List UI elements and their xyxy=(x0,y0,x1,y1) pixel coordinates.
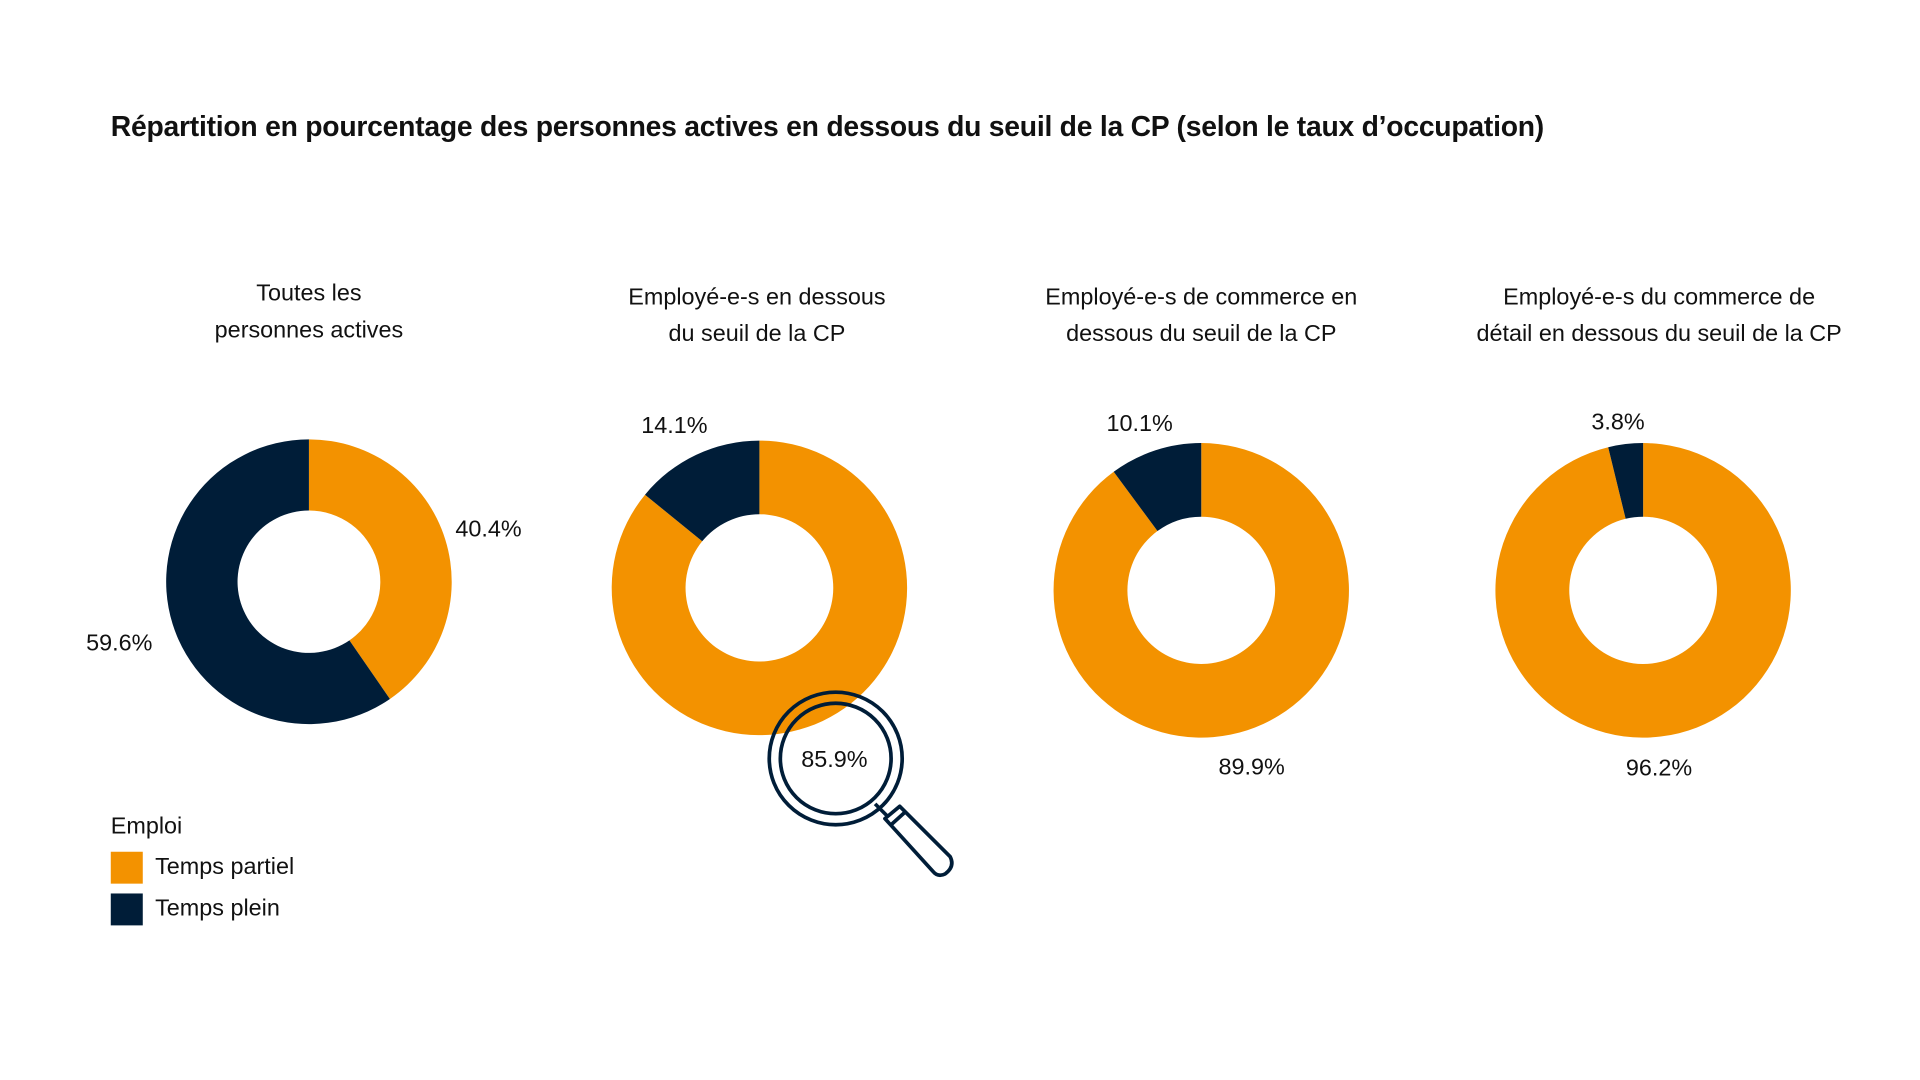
chart-1-slice-temps-plein xyxy=(166,439,390,725)
chart-2-slice-temps-partiel xyxy=(611,440,908,736)
chart-3-title-line: dessous du seuil de la CP xyxy=(1066,321,1337,348)
legend-label: Temps plein xyxy=(155,895,280,922)
chart-3-label-partiel: 89.9% xyxy=(1218,754,1285,781)
chart-4-slice-temps-partiel xyxy=(1495,443,1791,738)
chart-2-title-line: du seuil de la CP xyxy=(668,321,846,348)
legend-swatch xyxy=(110,851,143,884)
chart-2-title-line: Employé-e-s en dessous xyxy=(628,284,886,311)
legend-item-temps-plein: Temps plein xyxy=(110,893,280,926)
chart-4-title-line: Employé-e-s du commerce de xyxy=(1503,284,1816,311)
chart-1-title: Toutes les personnes actives xyxy=(87,276,530,350)
chart-1-slice-temps-partiel xyxy=(308,439,452,699)
magnifier-icon xyxy=(767,690,954,878)
chart-3-title-line: Employé-e-s de commerce en xyxy=(1045,284,1358,311)
chart-2-label-partiel: 85.9% xyxy=(801,747,868,774)
chart-2-slice-temps-plein xyxy=(645,440,760,542)
chart-4-label-partiel: 96.2% xyxy=(1625,756,1693,782)
chart-2-label-plein: 14.1% xyxy=(641,413,708,440)
chart-3-slice-temps-partiel xyxy=(1053,443,1349,738)
chart-4-label-plein: 3.8% xyxy=(1591,409,1645,436)
legend-title: Emploi xyxy=(110,813,183,840)
chart-1-label-partiel: 40.4% xyxy=(455,516,522,543)
chart-4-slice-temps-plein xyxy=(1608,443,1644,519)
chart-1-label-plein: 59.6% xyxy=(86,630,153,657)
legend-label: Temps partiel xyxy=(155,854,295,880)
chart-4-title-line: détail en dessous du seuil de la CP xyxy=(1476,321,1842,348)
legend-item-temps-partiel: Temps partiel xyxy=(110,851,295,884)
chart-3-slice-temps-plein xyxy=(1113,443,1202,532)
chart-4-title: Employé-e-s du commerce de détail en dess… xyxy=(1438,280,1881,354)
chart-title: Répartition en pourcentage des personnes… xyxy=(110,110,1544,143)
legend-swatch xyxy=(110,893,143,926)
chart-3-title: Employé-e-s de commerce en dessous du seu… xyxy=(980,280,1423,354)
chart-2-title: Employé-e-s en dessous du seuil de la CP xyxy=(535,280,978,354)
chart-1-title-line: personnes actives xyxy=(214,317,404,344)
chart-3-label-plein: 10.1% xyxy=(1106,411,1173,437)
chart-1-title-line: Toutes les xyxy=(256,281,362,307)
